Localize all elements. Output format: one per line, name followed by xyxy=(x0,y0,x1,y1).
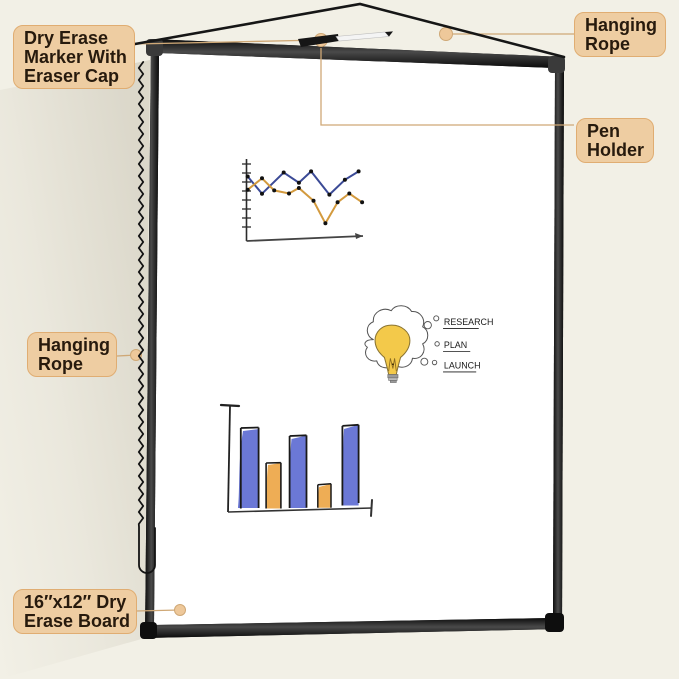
svg-text:RESEARCH: RESEARCH xyxy=(444,317,494,327)
svg-text:PLAN: PLAN xyxy=(444,340,467,350)
svg-text:LAUNCH: LAUNCH xyxy=(444,360,481,370)
